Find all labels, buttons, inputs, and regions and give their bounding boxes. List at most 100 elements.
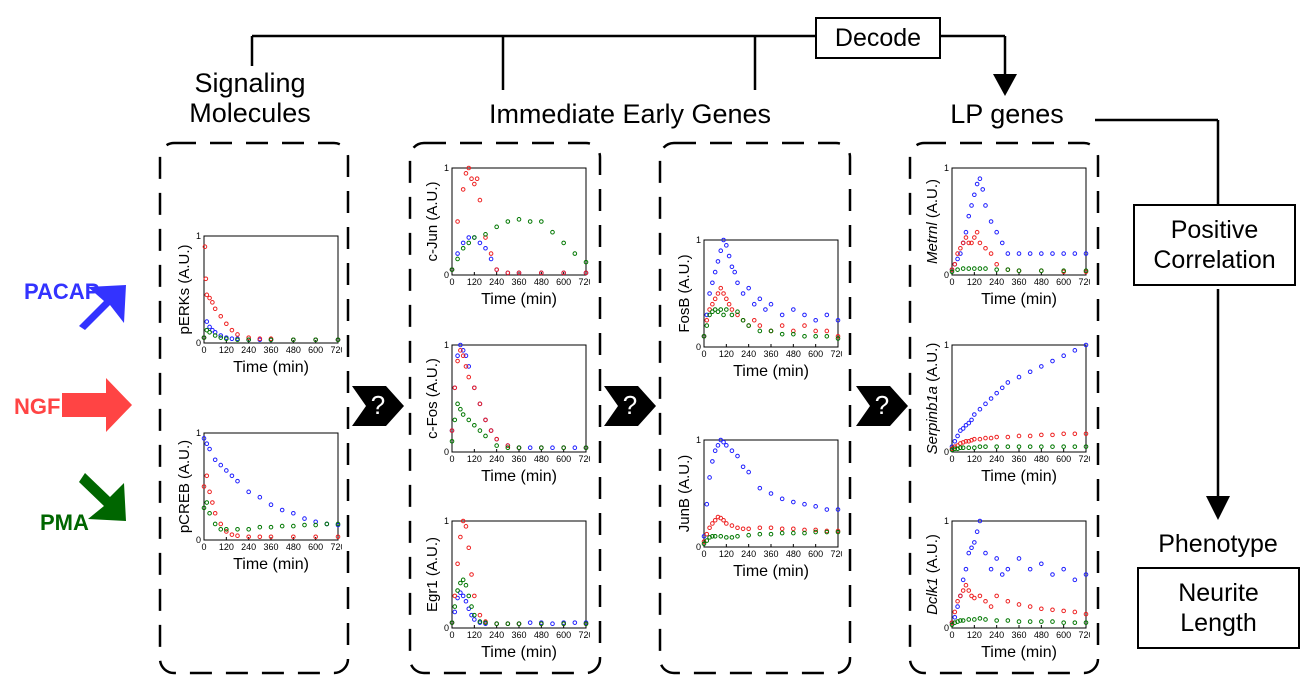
data-point (972, 436, 977, 442)
data-point (1061, 444, 1066, 449)
data-point (483, 232, 488, 237)
data-point (1005, 251, 1011, 256)
positive-label: Positive (1170, 216, 1259, 244)
plot-cjun: 0 120 240 360 480 600 720 0 1 Time (min) c-Jun (A.… (420, 160, 590, 310)
data-point (210, 327, 215, 333)
data-point (494, 224, 499, 230)
x-tick-label: 0 (701, 549, 706, 559)
data-point (335, 337, 341, 343)
data-point (1083, 251, 1089, 256)
x-tick-label: 360 (763, 349, 778, 359)
data-point (527, 445, 533, 451)
series-ngf (201, 473, 341, 540)
data-point (740, 317, 746, 323)
data-point (1005, 267, 1011, 272)
data-point (969, 240, 974, 246)
x-tick-label: 120 (719, 549, 734, 559)
x-tick-label: 240 (741, 549, 756, 559)
data-point (460, 245, 466, 251)
y-axis-label: c-Fos (A.U.) (424, 358, 441, 439)
data-point (455, 251, 460, 256)
data-point (1005, 618, 1011, 623)
x-tick-label: 120 (219, 542, 234, 552)
data-point (466, 606, 472, 612)
data-point (452, 609, 458, 615)
data-point (455, 595, 460, 601)
plot-metrnl: 0 120 240 360 480 600 720 0 1 Time (min) Metrnl (A… (920, 160, 1090, 310)
y-tick-label: 1 (196, 231, 201, 241)
data-point (279, 507, 285, 513)
data-point (724, 307, 729, 312)
series-pacap (949, 342, 1089, 449)
data-point (224, 529, 229, 534)
data-point (539, 219, 544, 224)
data-point (494, 621, 499, 627)
data-point (779, 312, 785, 318)
x-tick-label: 360 (511, 630, 526, 640)
data-point (835, 334, 841, 339)
data-point (1061, 431, 1066, 437)
question-mark-3: ? (874, 390, 890, 420)
data-point (966, 266, 972, 271)
data-point (561, 445, 566, 451)
plot-pcreb: 0 120 240 360 480 600 720 0 1 Time (min) pCREB (A.… (172, 425, 342, 575)
data-point (449, 267, 455, 272)
data-point (469, 176, 474, 182)
decode-label: Decode (834, 24, 922, 52)
data-point (757, 525, 763, 531)
y-tick-label: 1 (944, 340, 949, 350)
y-tick-label: 0 (944, 270, 949, 280)
data-point (229, 532, 235, 537)
data-point (460, 593, 466, 599)
data-point (561, 240, 566, 246)
data-point (824, 507, 830, 512)
data-point (1027, 566, 1033, 572)
x-tick-label: 480 (786, 549, 801, 559)
data-point (707, 307, 712, 312)
data-point (994, 556, 999, 561)
data-point (472, 422, 477, 428)
series-ngf (949, 582, 1089, 625)
data-point (955, 598, 960, 604)
x-tick-label: 600 (1056, 277, 1071, 287)
data-point (721, 312, 726, 318)
x-tick-label: 120 (967, 454, 982, 464)
data-point (477, 612, 483, 618)
data-point (257, 524, 263, 530)
data-point (977, 616, 983, 621)
data-point (960, 240, 966, 246)
data-point (952, 446, 958, 452)
data-point (455, 256, 460, 262)
data-point (452, 604, 458, 609)
y-tick-label: 0 (444, 270, 449, 280)
data-point (977, 176, 983, 182)
data-point (212, 333, 218, 338)
series-pacap (449, 235, 589, 276)
data-point (735, 280, 740, 286)
positive-correlation-box: Positive Correlation (1133, 204, 1296, 286)
x-tick-label: 120 (967, 277, 982, 287)
data-point (746, 532, 751, 538)
data-point (1027, 619, 1033, 624)
data-point (257, 336, 263, 342)
chart-cjun: 0 120 240 360 480 600 720 0 1 Time (min) c-Jun (A.… (424, 163, 590, 308)
data-point (218, 313, 224, 319)
data-point (724, 535, 729, 540)
x-tick-label: 0 (949, 277, 954, 287)
correlation-label: Correlation (1153, 246, 1276, 274)
data-point (539, 270, 544, 276)
pma-label: PMA (40, 510, 89, 535)
data-point (729, 264, 735, 270)
data-point (960, 445, 966, 451)
data-point (313, 534, 318, 540)
data-point (835, 507, 841, 512)
plot-serpinb1a: 0 120 240 360 480 600 720 0 1 Time (min) Serpinb1a… (920, 337, 1090, 487)
data-point (779, 323, 785, 328)
data-point (212, 306, 218, 312)
data-point (960, 266, 966, 271)
data-point (204, 327, 210, 333)
data-point (1050, 432, 1055, 438)
data-point (999, 385, 1005, 391)
signaling-header: Signaling Molecules (160, 68, 340, 128)
data-point (477, 401, 483, 407)
